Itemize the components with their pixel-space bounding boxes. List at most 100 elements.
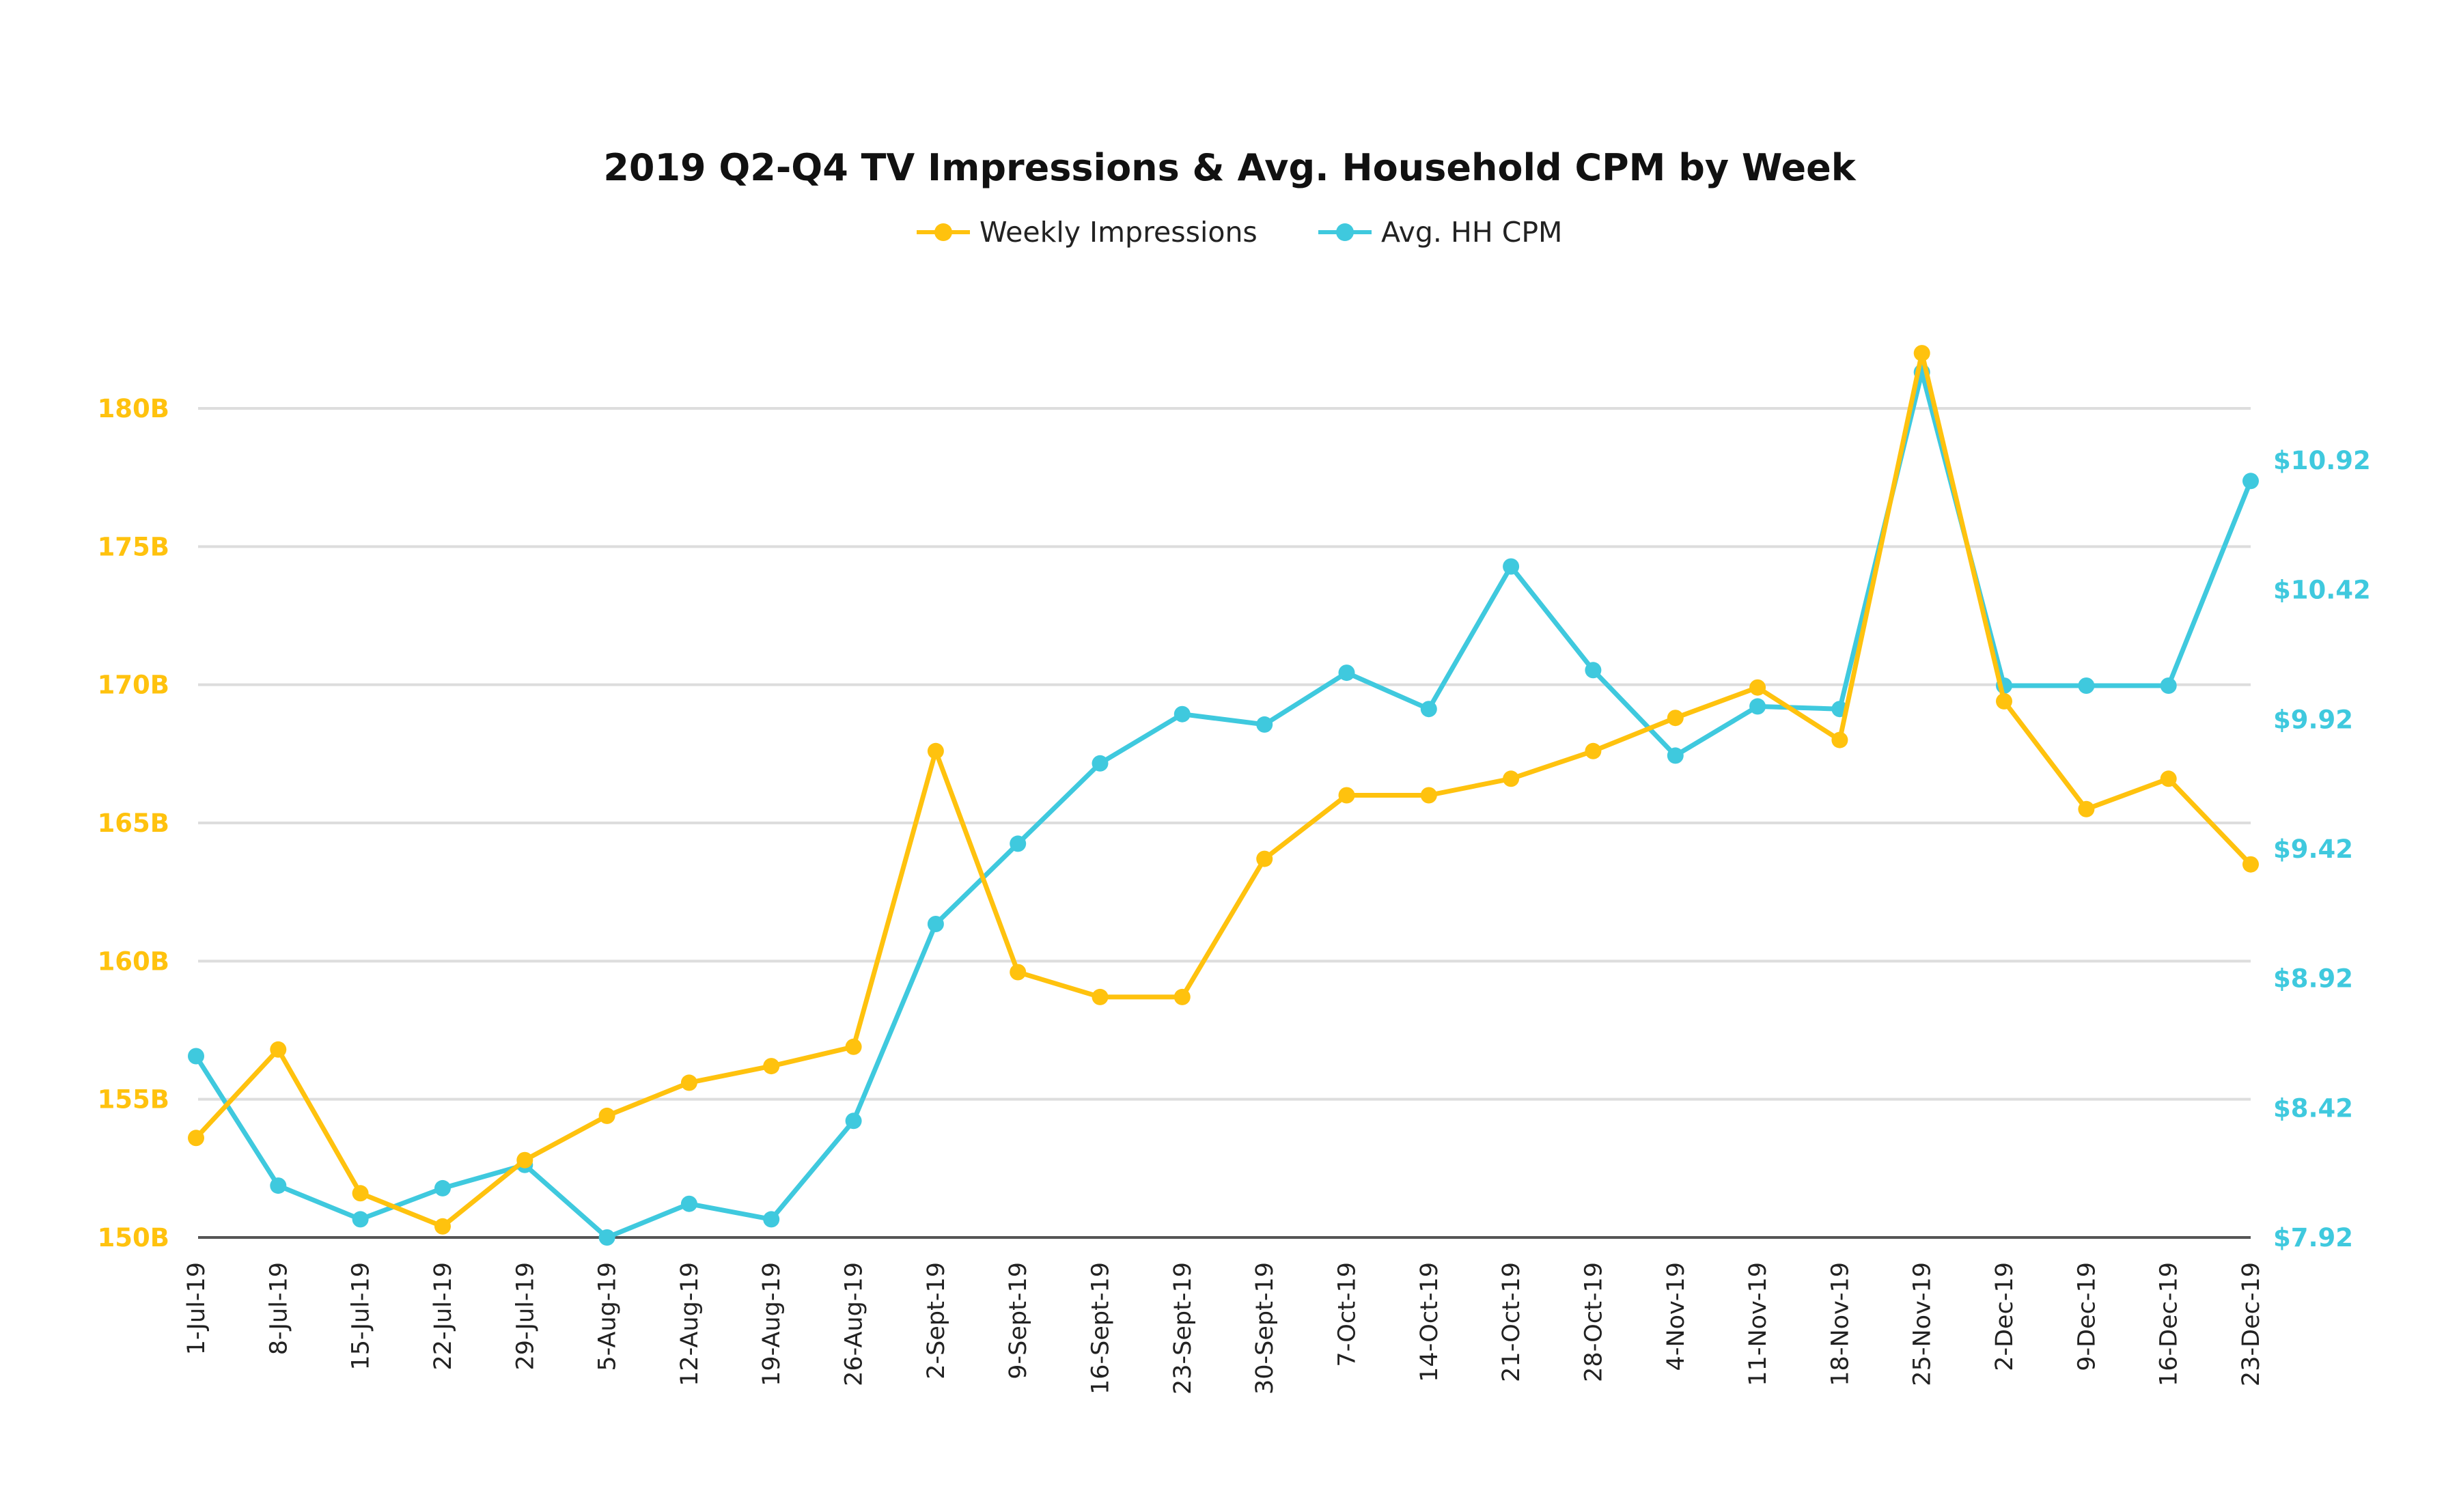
data-point (2160, 677, 2177, 694)
right-y-tick-label: $9.92 (2273, 705, 2353, 734)
x-tick-label: 7-Oct-19 (1333, 1262, 1361, 1367)
data-point (1338, 787, 1355, 804)
left-y-axis-ticks: 150B 155B 160B 165B 170B 175B 180B (98, 394, 169, 1252)
data-point (434, 1218, 451, 1235)
x-tick-label: 22-Jul-19 (430, 1262, 457, 1371)
x-tick-label: 23-Dec-19 (2238, 1262, 2265, 1386)
x-tick-label: 11-Nov-19 (1745, 1262, 1772, 1386)
x-tick-label: 26-Aug-19 (841, 1262, 868, 1386)
x-tick-label: 5-Aug-19 (594, 1262, 622, 1371)
x-tick-label: 2-Dec-19 (1991, 1262, 2018, 1371)
data-point (270, 1041, 287, 1058)
x-tick-label: 16-Dec-19 (2156, 1262, 2183, 1386)
data-point (763, 1211, 780, 1228)
data-point (1503, 770, 1520, 787)
data-point (1173, 988, 1191, 1005)
data-point (1996, 692, 2012, 710)
x-tick-label: 14-Oct-19 (1416, 1262, 1443, 1382)
x-tick-label: 23-Sept-19 (1169, 1262, 1197, 1395)
data-point (2242, 856, 2259, 873)
left-y-tick-label: 160B (98, 947, 169, 976)
right-y-axis-ticks: $7.92 $8.42 $8.92 $9.42 $9.92 $10.42 $10.92 (2273, 446, 2371, 1252)
data-point (598, 1229, 615, 1246)
x-tick-label: 19-Aug-19 (758, 1262, 786, 1386)
data-point (763, 1058, 780, 1075)
data-point (845, 1112, 862, 1130)
data-point (516, 1151, 533, 1168)
data-point (598, 1107, 615, 1124)
data-point (1420, 787, 1437, 804)
legend-cpm-label: Avg. HH CPM (1381, 216, 1562, 249)
left-y-tick-label: 165B (98, 809, 169, 838)
data-point (188, 1048, 204, 1065)
x-tick-label: 21-Oct-19 (1498, 1262, 1525, 1382)
data-point (1173, 705, 1191, 723)
data-point (1667, 710, 1684, 727)
legend-cpm-marker (1336, 223, 1354, 241)
data-point (2160, 770, 2177, 787)
data-point (1420, 701, 1437, 718)
data-point (1256, 716, 1273, 733)
left-y-tick-label: 155B (98, 1085, 169, 1115)
data-point (270, 1177, 287, 1194)
right-y-tick-label: $9.42 (2273, 835, 2353, 864)
x-axis-ticks: 1-Jul-19 8-Jul-19 15-Jul-19 22-Jul-19 29-Jul… (183, 1262, 2265, 1395)
data-point (2078, 677, 2095, 694)
x-tick-label: 8-Jul-19 (265, 1262, 292, 1355)
right-y-tick-label: $10.92 (2273, 446, 2371, 475)
series-weekly-impressions (188, 345, 2259, 1235)
data-point (1913, 345, 1930, 362)
data-point (1503, 558, 1520, 575)
data-point (2242, 473, 2259, 490)
x-tick-label: 1-Jul-19 (183, 1262, 210, 1355)
data-point (1749, 698, 1766, 715)
chart-title: 2019 Q2-Q4 TV Impressions & Avg. Househo… (603, 146, 1856, 189)
series-line (194, 369, 2253, 1240)
data-point (680, 1074, 697, 1091)
left-y-tick-label: 175B (98, 532, 169, 561)
data-point (188, 1130, 204, 1147)
right-y-tick-label: $10.42 (2273, 576, 2371, 605)
right-y-tick-label: $7.92 (2273, 1223, 2353, 1252)
x-tick-label: 18-Nov-19 (1826, 1262, 1854, 1386)
right-y-tick-label: $8.92 (2273, 964, 2353, 994)
series-line (194, 350, 2253, 1229)
x-tick-label: 28-Oct-19 (1580, 1262, 1607, 1382)
data-point (1338, 664, 1355, 682)
left-y-tick-label: 180B (98, 394, 169, 423)
series (188, 345, 2259, 1246)
data-point (680, 1195, 697, 1212)
x-tick-label: 4-Nov-19 (1663, 1262, 1690, 1371)
x-tick-label: 9-Sept-19 (1005, 1262, 1032, 1380)
legend: Weekly Impressions Avg. HH CPM (917, 216, 1562, 249)
series-avg-hh-cpm (188, 364, 2259, 1246)
left-y-tick-label: 150B (98, 1223, 169, 1252)
x-tick-label: 25-Nov-19 (1909, 1262, 1936, 1386)
data-point (1010, 835, 1027, 852)
data-point (1092, 988, 1109, 1005)
data-point (1749, 679, 1766, 696)
data-point (1585, 742, 1602, 759)
gridlines (198, 407, 2251, 1101)
data-point (927, 916, 944, 932)
x-tick-label: 9-Dec-19 (2073, 1262, 2100, 1371)
data-point (1092, 755, 1109, 772)
data-point (845, 1038, 862, 1055)
x-tick-label: 12-Aug-19 (676, 1262, 704, 1386)
legend-impressions-label: Weekly Impressions (980, 216, 1258, 249)
data-point (1667, 747, 1684, 764)
data-point (1010, 964, 1027, 981)
data-point (434, 1179, 451, 1196)
data-point (2078, 800, 2095, 817)
data-point (1256, 850, 1273, 867)
data-point (927, 742, 944, 759)
data-point (352, 1211, 369, 1228)
data-point (1585, 662, 1602, 679)
x-tick-label: 15-Jul-19 (348, 1262, 375, 1371)
legend-impressions-marker (934, 223, 952, 241)
data-point (352, 1185, 369, 1202)
data-point (1831, 731, 1848, 748)
x-tick-label: 2-Sept-19 (923, 1262, 950, 1380)
x-tick-label: 16-Sept-19 (1087, 1262, 1115, 1395)
